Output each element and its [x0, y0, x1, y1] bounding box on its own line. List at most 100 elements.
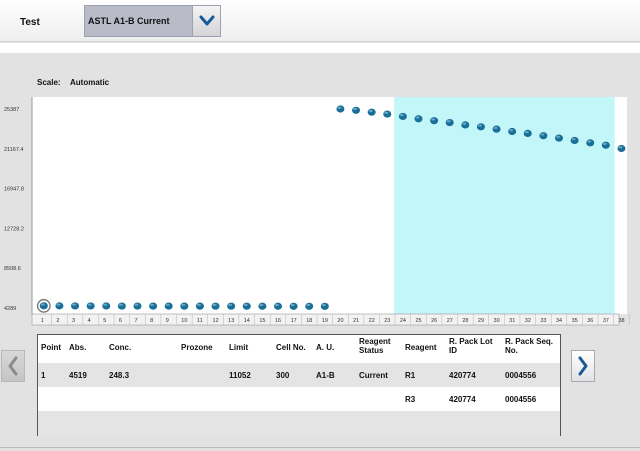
data-point[interactable]: [211, 302, 220, 310]
data-point[interactable]: [164, 302, 173, 310]
column-header-text: Cell No.: [276, 343, 306, 352]
data-point[interactable]: [273, 302, 282, 310]
x-tick-label: 26: [431, 318, 437, 324]
data-point-highlight: [431, 118, 436, 121]
y-tick-label: 16947.8: [4, 187, 24, 193]
table-row[interactable]: [38, 411, 560, 437]
data-point[interactable]: [570, 136, 579, 145]
column-header-text: Reagent: [359, 337, 391, 346]
data-point-highlight: [368, 109, 373, 112]
data-point[interactable]: [305, 302, 314, 310]
data-point[interactable]: [55, 302, 64, 310]
data-point-highlight: [399, 114, 404, 117]
data-point-highlight: [587, 140, 592, 143]
data-point[interactable]: [133, 302, 142, 310]
column-header: R. Pack Seq. No.: [505, 337, 553, 355]
table-cell: 420774: [449, 395, 476, 404]
y-tick-label: 4289: [4, 306, 16, 312]
data-point[interactable]: [445, 118, 454, 127]
data-point[interactable]: [476, 123, 485, 131]
x-tick-label: 38: [618, 318, 624, 324]
data-point-highlight: [618, 146, 623, 149]
table-cell: A1-B: [316, 371, 335, 380]
data-point-highlight: [274, 303, 279, 307]
y-tick-label: 21167.4: [4, 147, 23, 153]
data-point[interactable]: [430, 117, 439, 125]
data-point-highlight: [493, 126, 498, 129]
data-point[interactable]: [539, 132, 548, 140]
x-tick-label: 22: [369, 318, 375, 324]
data-point-highlight: [228, 303, 233, 306]
data-point-highlight: [118, 303, 123, 306]
data-point[interactable]: [258, 302, 267, 310]
table-cell: R3: [405, 395, 416, 404]
data-point[interactable]: [414, 115, 423, 123]
table-cell: 1: [41, 371, 46, 380]
data-point-highlight: [134, 303, 139, 306]
x-tick-label: 2: [56, 318, 59, 324]
data-point[interactable]: [617, 144, 626, 153]
data-point[interactable]: [86, 302, 95, 310]
previous-button[interactable]: [1, 350, 25, 382]
data-point[interactable]: [227, 302, 236, 310]
x-tick-label: 18: [306, 318, 312, 324]
data-point-highlight: [540, 133, 545, 136]
chevron-right-icon: [578, 356, 588, 376]
data-point[interactable]: [383, 110, 392, 118]
table-row[interactable]: R3 420774 0004556: [38, 387, 560, 411]
test-select[interactable]: ASTL A1-B Current: [84, 5, 221, 37]
data-point-highlight: [212, 303, 217, 306]
data-point-highlight: [103, 303, 108, 306]
data-point[interactable]: [492, 125, 501, 133]
column-header: Reagent Status: [359, 337, 391, 355]
data-point[interactable]: [601, 141, 610, 149]
x-tick-label: 9: [166, 318, 169, 324]
table-cell: 0004556: [505, 395, 537, 404]
table-cell: 0004556: [505, 371, 537, 380]
data-point[interactable]: [508, 127, 517, 136]
chevron-down-icon: [199, 15, 214, 26]
y-tick-label: 12728.2: [4, 226, 24, 232]
data-point-highlight: [72, 303, 77, 306]
data-point[interactable]: [149, 302, 158, 310]
data-point[interactable]: [195, 302, 204, 310]
data-point[interactable]: [39, 302, 48, 310]
data-point[interactable]: [102, 302, 111, 310]
data-point[interactable]: [523, 129, 532, 138]
column-header-text: R. Pack Lot: [449, 337, 493, 346]
data-point-highlight: [462, 122, 467, 125]
column-header: Prozone: [181, 343, 213, 352]
column-header-text: Prozone: [181, 343, 213, 352]
selected-point-ring: [36, 298, 51, 313]
next-button[interactable]: [571, 350, 595, 382]
data-point-highlight: [181, 303, 186, 306]
data-point[interactable]: [336, 105, 345, 113]
data-point[interactable]: [352, 106, 361, 114]
x-tick-label: 20: [337, 318, 343, 324]
bottom-divider: [0, 447, 640, 448]
data-point[interactable]: [117, 302, 126, 310]
test-select-value[interactable]: ASTL A1-B Current: [88, 16, 170, 26]
x-tick-label: 27: [447, 318, 453, 324]
column-header: Cell No.: [276, 343, 306, 352]
data-point[interactable]: [242, 302, 251, 310]
table-cell: 11052: [229, 371, 251, 380]
highlight-band: [394, 97, 615, 314]
data-point[interactable]: [586, 139, 595, 147]
data-point[interactable]: [554, 134, 563, 142]
column-header: A. U.: [316, 343, 334, 352]
table-row[interactable]: 1 4519 248.3 11052 300 A1-B Current R1 420774 000…: [38, 363, 560, 387]
data-point[interactable]: [289, 302, 298, 310]
test-select-dropdown-button[interactable]: [192, 6, 220, 36]
x-tick-label: 12: [213, 318, 219, 324]
table-header: Point Abs. Conc. Prozone Limit Cell No. A. U. R…: [38, 335, 560, 363]
data-point-highlight: [150, 303, 155, 306]
data-point[interactable]: [71, 302, 80, 310]
data-point[interactable]: [180, 302, 189, 310]
column-header-text: Point: [41, 343, 61, 352]
data-point[interactable]: [461, 121, 470, 129]
data-point[interactable]: [367, 108, 376, 116]
data-point[interactable]: [320, 302, 329, 310]
data-point[interactable]: [398, 112, 407, 121]
